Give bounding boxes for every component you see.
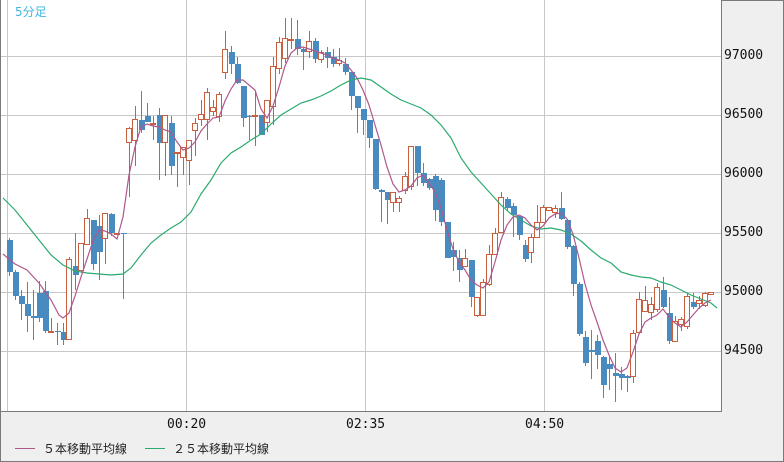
y-tick-label: 97000 [724,48,764,63]
legend-label-ma25: ２５本移動平均線 [173,442,270,456]
x-tick-label: 02:35 [346,417,386,432]
x-tick-label: 00:20 [167,417,207,432]
y-tick-label: 96000 [724,166,764,181]
y-tick-label: 95000 [724,284,764,299]
x-tick-label: 04:50 [525,417,565,432]
candlestick-chart [1,0,721,411]
period-label: 5分足 [15,5,47,19]
legend-label-ma5: ５本移動平均線 [43,442,128,456]
ma5-swatch [15,448,35,449]
y-tick-label: 96500 [724,107,764,122]
y-tick-label: 95500 [724,225,764,240]
legend: ５本移動平均線 ２５本移動平均線 [15,440,269,457]
legend-item-ma5: ５本移動平均線 [15,440,127,457]
legend-item-ma25: ２５本移動平均線 [145,440,269,457]
plot-area[interactable]: 5分足 [1,0,722,412]
y-tick-label: 94500 [724,343,764,358]
ma25-swatch [145,448,166,449]
